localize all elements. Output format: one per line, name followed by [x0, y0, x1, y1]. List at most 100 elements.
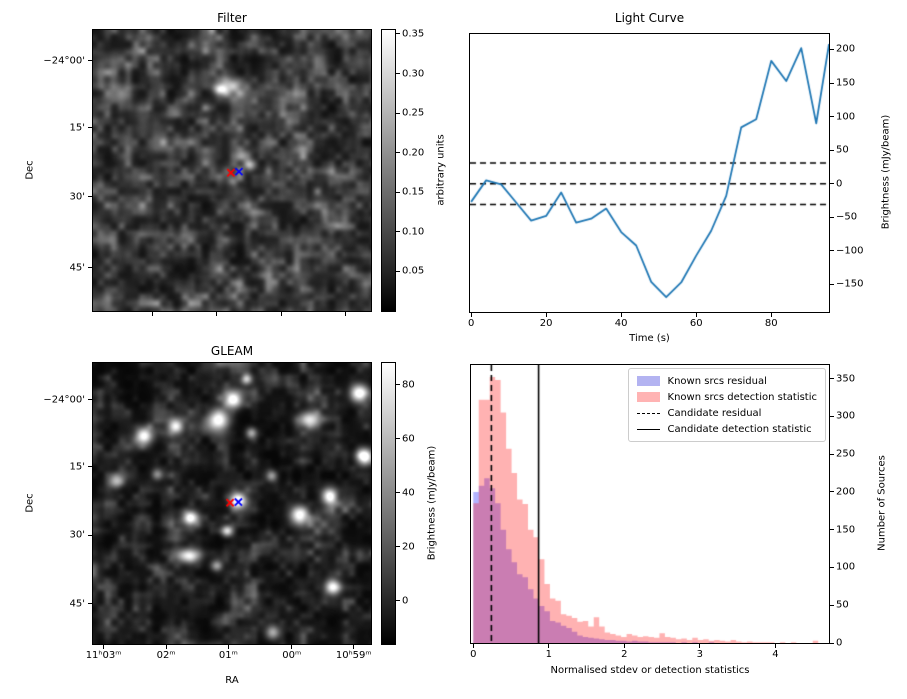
filter-cbar-tick-label: 0.35 — [402, 28, 425, 40]
legend-item-known-detection: Known srcs detection statistic — [636, 389, 817, 405]
ra-tick-label: 01ᵐ — [218, 650, 238, 661]
stat-tick-mark — [472, 644, 474, 648]
count-tick-mark — [830, 529, 834, 531]
dec-tick-mark — [88, 466, 92, 468]
count-tick-label: 100 — [836, 561, 856, 573]
gleam-colorbar: 80 60 40 20 0 — [381, 362, 415, 645]
brightness-tick-label: 0 — [836, 178, 843, 190]
brightness-tick-label: 50 — [836, 144, 849, 156]
time-tick-label: 20 — [539, 318, 553, 329]
brightness-tick-mark — [830, 116, 834, 118]
time-tick-mark — [620, 313, 622, 317]
stat-tick-label: 1 — [545, 649, 552, 660]
filter-cbar-tick-mark — [396, 112, 400, 114]
count-tick-mark — [830, 566, 834, 568]
filter-cbar-tick-mark — [396, 152, 400, 154]
histogram-axes: Known srcs residual Known srcs detection… — [470, 364, 855, 660]
ra-tick-mark — [216, 312, 218, 316]
gleam-colorbar-label: Brightness (mJy/beam) — [426, 445, 438, 561]
dec-tick-label: 15' — [69, 461, 85, 473]
dec-tick-label: 15' — [69, 122, 85, 133]
stat-tick-mark — [699, 644, 701, 648]
detection-swatch — [636, 392, 660, 402]
filter-cbar-tick-label: 0.10 — [402, 226, 425, 238]
legend: Known srcs residual Known srcs detection… — [627, 368, 826, 442]
solid-line-icon — [636, 428, 660, 430]
filter-cbar-tick-label: 0.30 — [402, 68, 425, 80]
count-tick-label: 200 — [836, 486, 856, 498]
gleam-cbar-tick-mark — [396, 600, 400, 602]
time-tick-label: 80 — [764, 318, 778, 329]
filter-colorbar-label: arbitrary units — [435, 134, 447, 206]
light-curve-plot — [470, 34, 829, 312]
dec-tick-mark — [88, 127, 92, 128]
filter-cbar-tick-mark — [396, 231, 400, 233]
brightness-tick-label: −50 — [836, 211, 858, 223]
count-tick-label: 300 — [836, 410, 856, 422]
dec-tick-label: 45' — [69, 262, 85, 274]
brightness-tick-label: −100 — [836, 245, 864, 257]
dec-tick-mark — [88, 267, 92, 269]
brightness-tick-label: 100 — [836, 111, 856, 123]
time-tick-mark — [695, 313, 697, 317]
dashed-line-icon — [636, 412, 660, 414]
filter-cbar-tick-mark — [396, 73, 400, 75]
gleam-cbar-tick-mark — [396, 546, 400, 548]
ra-tick-mark — [353, 645, 355, 649]
dec-tick-mark — [88, 603, 92, 605]
filter-title: Filter — [217, 11, 247, 25]
dec-tick-label: 30' — [69, 529, 85, 541]
filter-cbar-tick-mark — [396, 270, 400, 272]
filter-cbar-tick-label: 0.15 — [402, 186, 425, 198]
count-tick-mark — [830, 604, 834, 606]
stat-tick-label: 3 — [696, 649, 704, 660]
gleam-cbar-tick-mark — [396, 384, 400, 386]
gleam-cbar-tick-label: 80 — [402, 379, 415, 391]
gleam-title: GLEAM — [210, 344, 254, 358]
filter-cbar-tick-mark — [396, 191, 400, 193]
ra-tick-label: 02ᵐ — [156, 650, 176, 661]
ra-tick-mark — [151, 312, 153, 316]
stat-tick-label: 0 — [470, 649, 477, 660]
count-tick-mark — [830, 378, 834, 380]
brightness-tick-label: −150 — [836, 278, 864, 290]
count-tick-mark — [830, 453, 834, 455]
gleam-cbar-tick-mark — [396, 492, 400, 494]
residual-swatch — [636, 376, 660, 386]
ra-tick-mark — [103, 645, 105, 649]
filter-colorbar: 0.35 0.30 0.25 0.20 0.15 0.10 0.05 — [381, 28, 424, 312]
stat-tick-mark — [623, 644, 625, 648]
count-tick-mark — [830, 491, 834, 493]
filter-image — [93, 30, 371, 311]
legend-label: Candidate residual — [667, 407, 762, 419]
light-curve-title: Light Curve — [614, 11, 685, 25]
legend-item-candidate-residual: Candidate residual — [636, 405, 817, 421]
legend-label: Candidate detection statistic — [667, 423, 812, 435]
ra-tick-label: 10ʰ59ᵐ — [335, 650, 372, 661]
brightness-tick-mark — [830, 250, 834, 252]
count-tick-label: 350 — [836, 373, 856, 385]
count-tick-label: 0 — [836, 637, 843, 649]
brightness-tick-mark — [830, 48, 834, 50]
ra-tick-mark — [291, 645, 293, 649]
time-tick-label: 0 — [467, 318, 475, 329]
stat-tick-label: 2 — [621, 649, 628, 660]
count-tick-mark — [830, 415, 834, 417]
legend-item-candidate-detection: Candidate detection statistic — [636, 421, 817, 437]
dec-tick-mark — [88, 60, 92, 62]
filter-image-axes: −24°00' 15' 30' 45' — [43, 29, 372, 316]
brightness-tick-mark — [830, 183, 834, 185]
dec-tick-mark — [88, 534, 92, 536]
ra-tick-mark — [280, 312, 282, 316]
dec-tick-mark — [88, 399, 92, 401]
brightness-tick-label: 150 — [836, 77, 856, 89]
ra-tick-mark — [165, 645, 167, 649]
filter-cbar-tick-mark — [396, 33, 400, 35]
count-tick-mark — [830, 642, 834, 644]
gleam-cbar-tick-label: 60 — [402, 433, 415, 445]
brightness-tick-mark — [830, 216, 834, 218]
ra-tick-label: 11ʰ03ᵐ — [85, 650, 122, 661]
gleam-cbar-tick-mark — [396, 438, 400, 440]
filter-y-axis-label: Dec — [24, 160, 36, 180]
legend-label: Known srcs detection statistic — [667, 391, 817, 403]
